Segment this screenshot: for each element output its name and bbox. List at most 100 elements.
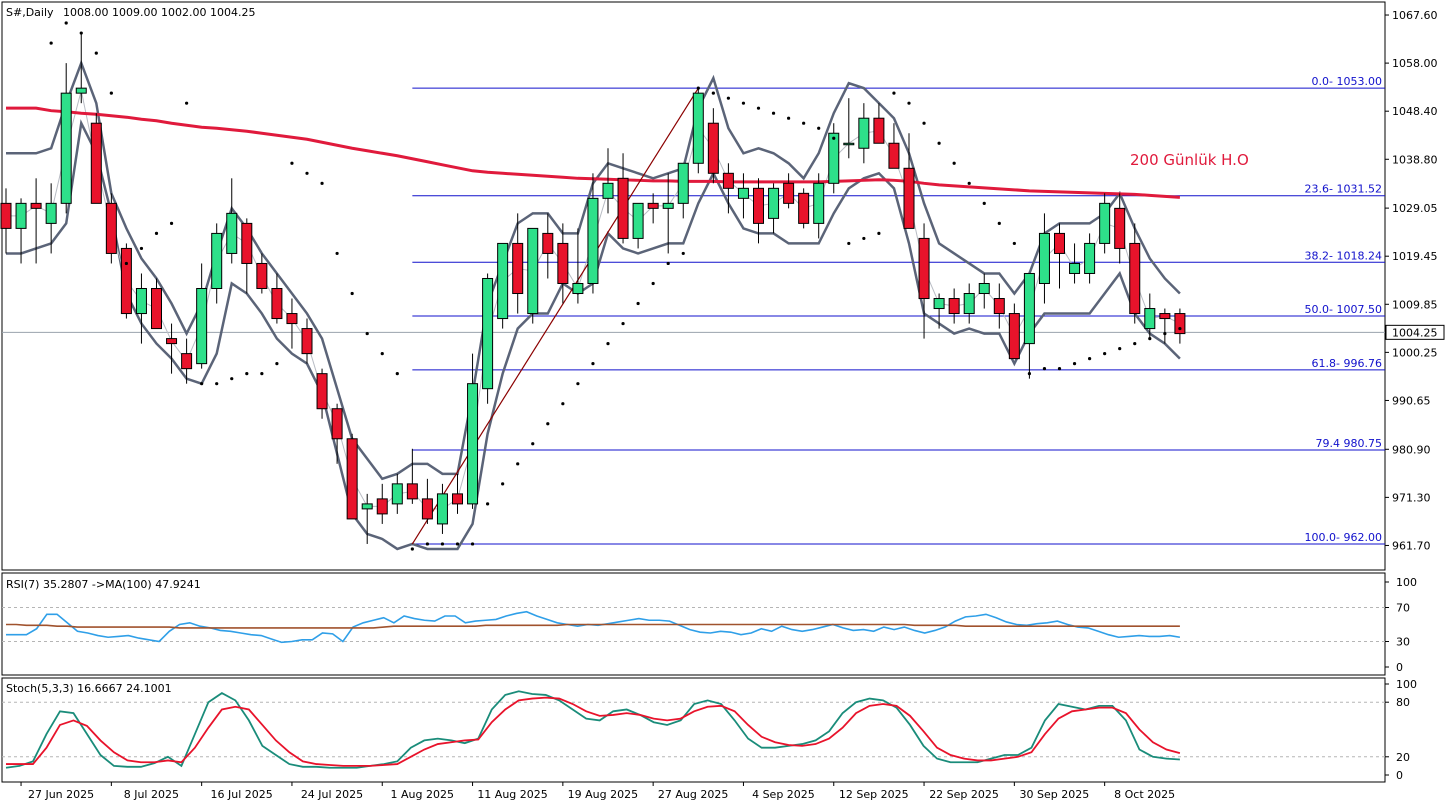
psar-dot-29 xyxy=(440,542,445,546)
candle-body xyxy=(421,498,433,520)
candle-0 xyxy=(0,188,12,254)
candle-body xyxy=(512,242,524,295)
ma200-label: 200 Günlük H.O xyxy=(1130,151,1249,169)
candle-19 xyxy=(286,298,298,349)
price-tick-label-9: 980.90 xyxy=(1392,443,1431,456)
psar-dot-36 xyxy=(546,422,550,426)
candle-body xyxy=(888,142,900,169)
psar-dot-75 xyxy=(1133,342,1137,346)
candle-body xyxy=(828,132,840,184)
psar-dot-9 xyxy=(139,246,144,251)
psar-dot-34 xyxy=(516,462,520,466)
candle-9 xyxy=(135,273,147,344)
candle-29 xyxy=(436,483,448,534)
candle-body xyxy=(241,222,253,264)
candle-body xyxy=(617,177,629,239)
candle-11 xyxy=(166,323,178,374)
stoch-tick-label-1: 80 xyxy=(1396,696,1410,709)
psar-dot-27 xyxy=(410,547,414,551)
candle-body xyxy=(557,242,569,284)
psar-dot-3 xyxy=(49,41,53,45)
candle-30 xyxy=(452,473,463,514)
psar-dot-63 xyxy=(952,161,956,165)
symbol-label: S#,Daily xyxy=(6,6,54,19)
candle-63 xyxy=(948,288,960,324)
candle-68 xyxy=(1023,272,1035,379)
candle-17 xyxy=(256,253,268,294)
candle-27 xyxy=(406,448,418,504)
candle-body xyxy=(406,483,418,500)
rsi-layer: 100 70 30 0 xyxy=(2,576,1417,674)
fib-label-4: 61.8- 996.76 xyxy=(1312,357,1382,370)
psar-dot-15 xyxy=(230,377,234,381)
date-tick-label-12: 8 Oct 2025 xyxy=(1114,788,1175,801)
candle-body xyxy=(662,202,674,209)
psar-dot-49 xyxy=(741,101,746,105)
candle-60 xyxy=(903,133,915,229)
psar-dot-51 xyxy=(771,111,776,115)
candle-69 xyxy=(1038,213,1050,304)
candle-66 xyxy=(993,283,1005,329)
psar-dot-28 xyxy=(425,542,429,546)
psar-dot-43 xyxy=(651,281,655,286)
candle-body xyxy=(436,493,448,525)
candle-67 xyxy=(1008,303,1020,360)
candle-body xyxy=(1099,202,1111,244)
psar-dot-10 xyxy=(154,231,159,236)
date-tick-label-4: 1 Aug 2025 xyxy=(391,788,454,801)
psar-dot-77 xyxy=(1163,331,1167,336)
psar-dot-66 xyxy=(997,221,1001,225)
candle-22 xyxy=(331,403,343,464)
psar-dot-48 xyxy=(726,96,731,100)
stoch-series-1 xyxy=(6,696,1181,767)
psar-dot-78 xyxy=(1178,326,1182,331)
candle-37 xyxy=(557,223,569,304)
candle-65 xyxy=(978,273,990,309)
candle-64 xyxy=(963,283,975,324)
candle-body xyxy=(15,202,27,229)
date-tick-label-0: 27 Jun 2025 xyxy=(28,788,94,801)
psar-dot-40 xyxy=(606,342,610,346)
candle-14 xyxy=(211,223,223,304)
candle-76 xyxy=(1144,293,1156,339)
stoch-panel-frame xyxy=(1,677,1386,783)
candle-41 xyxy=(617,153,629,244)
psar-dot-57 xyxy=(862,236,866,241)
candle-body xyxy=(753,187,764,224)
psar-dot-72 xyxy=(1088,357,1092,361)
psar-dot-61 xyxy=(922,121,926,125)
candle-3 xyxy=(45,183,57,254)
date-tick-label-6: 19 Aug 2025 xyxy=(568,788,638,801)
candle-72 xyxy=(1084,233,1096,284)
psar-dot-68 xyxy=(1027,372,1031,376)
candle-body xyxy=(211,232,223,290)
candle-body xyxy=(993,298,1005,315)
rsi-tick-label-2: 30 xyxy=(1396,636,1410,649)
candle-39 xyxy=(587,173,599,294)
psar-dot-8 xyxy=(124,261,128,266)
psar-dot-70 xyxy=(1057,367,1062,371)
candle-body xyxy=(135,288,147,315)
candle-1 xyxy=(15,198,27,264)
candle-body xyxy=(1114,207,1126,249)
candle-body xyxy=(316,373,328,410)
candle-body xyxy=(151,288,162,330)
candle-21 xyxy=(316,368,328,419)
candle-47 xyxy=(707,108,719,184)
candle-body xyxy=(482,277,494,390)
psar-dot-76 xyxy=(1148,336,1152,341)
psar-dot-65 xyxy=(982,201,986,205)
candle-56 xyxy=(843,98,855,159)
candle-body xyxy=(692,92,704,164)
candle-body xyxy=(467,383,479,505)
current-price-label: 1004.25 xyxy=(1392,326,1438,339)
candle-body xyxy=(1038,232,1050,284)
price-tick-label-8: 990.65 xyxy=(1392,394,1431,407)
candle-body xyxy=(647,202,659,209)
psar-dot-52 xyxy=(787,116,791,120)
stoch-tick-label-2: 20 xyxy=(1396,751,1410,764)
candle-body xyxy=(963,293,975,315)
candle-body xyxy=(1129,242,1141,315)
price-tick-label-3: 1038.80 xyxy=(1392,153,1438,166)
